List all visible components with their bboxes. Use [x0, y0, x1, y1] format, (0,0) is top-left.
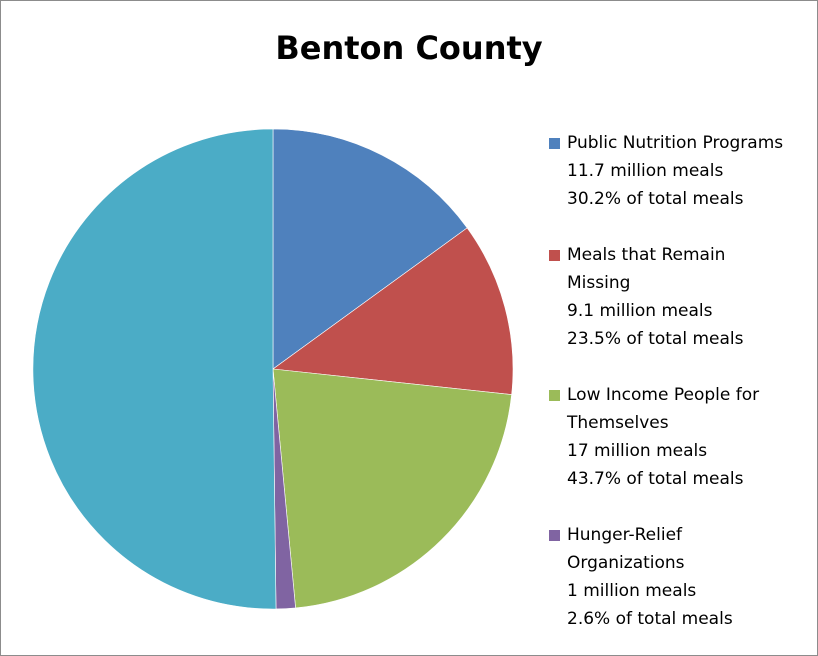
chart-legend: Public Nutrition Programs 11.7 million me…: [549, 129, 809, 633]
legend-item: Meals that Remain Missing 9.1 million meal…: [549, 241, 809, 353]
legend-label: Organizations: [567, 553, 685, 573]
legend-label: Hunger-Relief: [567, 525, 683, 545]
legend-percent: 23.5% of total meals: [567, 329, 744, 349]
legend-percent: 30.2% of total meals: [567, 189, 744, 209]
legend-label: Meals that Remain: [567, 245, 726, 265]
legend-meals: 17 million meals: [567, 441, 708, 461]
legend-label: Themselves: [567, 413, 669, 433]
legend-percent: 43.7% of total meals: [567, 469, 744, 489]
legend-percent: 2.6% of total meals: [567, 609, 733, 629]
legend-label: Public Nutrition Programs: [567, 133, 784, 153]
legend-meals: 1 million meals: [567, 581, 697, 601]
legend-label: Missing: [567, 273, 631, 293]
legend-meals: 11.7 million meals: [567, 161, 724, 181]
chart-title: Benton County: [275, 29, 543, 67]
legend-swatch: [549, 390, 560, 401]
legend-label: Low Income People for: [567, 385, 760, 405]
legend-swatch: [549, 530, 560, 541]
pie-slice-1: [272, 128, 468, 370]
legend-swatch: [549, 138, 560, 149]
legend-item: Hunger-Relief Organizations 1 million meal…: [549, 521, 809, 633]
legend-swatch: [549, 250, 560, 261]
legend-meals: 9.1 million meals: [567, 301, 713, 321]
pie-slice-5: [32, 128, 277, 610]
pie-slice-2: [272, 227, 514, 395]
legend-item: Low Income People for Themselves 17 millio…: [549, 381, 809, 493]
pie-slice-3: [272, 368, 512, 609]
legend-item: Public Nutrition Programs 11.7 million me…: [549, 129, 809, 213]
